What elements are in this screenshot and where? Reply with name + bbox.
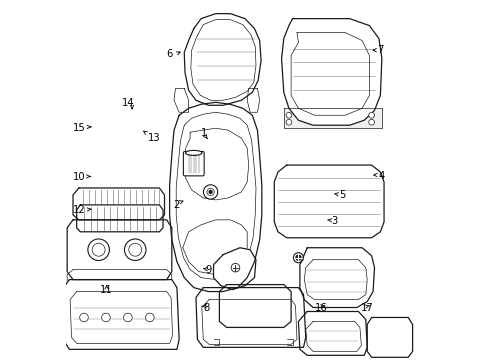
Polygon shape: [62, 280, 179, 349]
Circle shape: [124, 239, 146, 261]
Text: 6: 6: [166, 49, 172, 59]
Circle shape: [146, 313, 154, 322]
Circle shape: [129, 243, 142, 256]
Text: 11: 11: [99, 285, 112, 296]
Circle shape: [286, 112, 292, 118]
Circle shape: [369, 120, 374, 125]
Polygon shape: [247, 88, 260, 112]
Text: 12: 12: [73, 206, 85, 216]
Text: 17: 17: [361, 303, 373, 314]
Polygon shape: [73, 188, 165, 220]
Text: 7: 7: [378, 45, 384, 55]
Text: 4: 4: [378, 171, 385, 181]
Circle shape: [231, 264, 240, 272]
Polygon shape: [367, 318, 413, 357]
Circle shape: [296, 255, 301, 260]
Text: 13: 13: [147, 133, 160, 143]
Ellipse shape: [186, 150, 202, 156]
Polygon shape: [76, 205, 163, 232]
Polygon shape: [300, 248, 374, 307]
Text: 14: 14: [122, 98, 135, 108]
Circle shape: [80, 313, 88, 322]
Circle shape: [203, 185, 218, 199]
Text: 1: 1: [200, 129, 207, 138]
Text: 15: 15: [73, 123, 85, 133]
Polygon shape: [184, 14, 261, 105]
Polygon shape: [220, 285, 291, 328]
Circle shape: [88, 239, 109, 261]
Polygon shape: [214, 248, 256, 289]
Polygon shape: [282, 19, 382, 125]
Polygon shape: [67, 220, 172, 280]
Polygon shape: [174, 88, 189, 112]
Circle shape: [369, 112, 374, 118]
Polygon shape: [284, 108, 382, 128]
Text: 3: 3: [331, 216, 337, 226]
Circle shape: [207, 188, 214, 195]
Text: 16: 16: [315, 303, 327, 314]
Circle shape: [286, 120, 292, 125]
FancyBboxPatch shape: [183, 152, 204, 176]
Polygon shape: [298, 311, 367, 355]
Circle shape: [209, 190, 212, 193]
Polygon shape: [274, 165, 384, 238]
Circle shape: [123, 313, 132, 322]
Text: 5: 5: [339, 190, 345, 200]
Circle shape: [101, 313, 110, 322]
Text: 2: 2: [173, 200, 180, 210]
Circle shape: [294, 253, 303, 263]
Circle shape: [92, 243, 105, 256]
Polygon shape: [170, 102, 262, 292]
Text: 10: 10: [73, 172, 85, 182]
Text: 8: 8: [204, 303, 210, 314]
Polygon shape: [196, 288, 306, 347]
Text: 9: 9: [205, 265, 212, 275]
